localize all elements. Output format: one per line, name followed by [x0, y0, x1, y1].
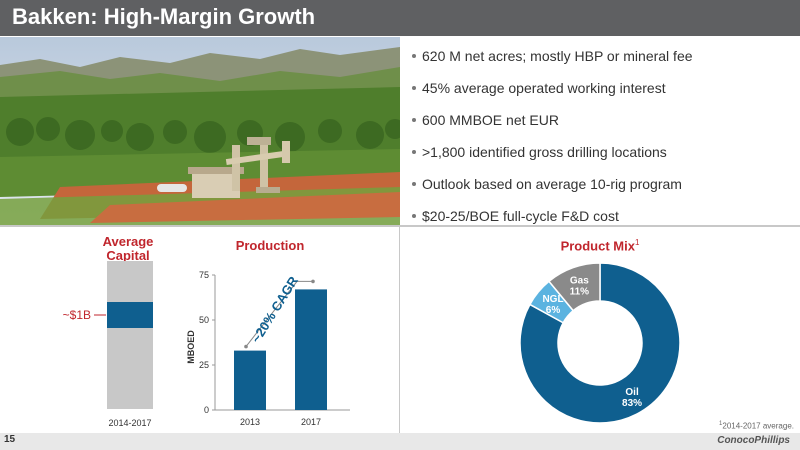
landscape-photo	[0, 37, 400, 225]
production-bar-2017	[295, 289, 327, 410]
capital-range-bar	[107, 261, 153, 409]
bullet-item: 620 M net acres; mostly HBP or mineral f…	[412, 40, 792, 72]
bullet-item: $20-25/BOE full-cycle F&D cost	[412, 200, 792, 232]
bullet-dot-icon	[412, 150, 416, 154]
capital-label: ~$1B	[63, 308, 91, 322]
footnote: 12014-2017 average.	[719, 421, 794, 431]
bullet-item: >1,800 identified gross drilling locatio…	[412, 136, 792, 168]
production-bar-2013	[234, 350, 266, 410]
bullet-dot-icon	[412, 86, 416, 90]
product-mix-slice-value: 11%	[570, 287, 590, 298]
product-mix-slice-value: 6%	[546, 305, 561, 316]
bullet-item: 600 MMBOE net EUR	[412, 104, 792, 136]
capital-title: Average Capital	[102, 234, 154, 263]
production-y-tick-label: 75	[199, 270, 209, 280]
capital-period-label: 2014-2017	[108, 418, 151, 428]
vertical-divider	[399, 227, 400, 437]
bullet-dot-icon	[412, 54, 416, 58]
capital-graphic: ~$1B 2014-2017	[63, 261, 153, 428]
product-mix-slice-label: Gas	[570, 276, 589, 287]
production-growth-end-dot	[311, 279, 315, 284]
bullet-item: 45% average operated working interest	[412, 72, 792, 104]
bullet-item: Outlook based on average 10-rig program	[412, 168, 792, 200]
bullet-dot-icon	[412, 182, 416, 186]
company-logo: ConocoPhillips	[717, 435, 790, 446]
production-chart: MBOED 0 25 50 75 2013 2017 ~20% CAGR	[186, 270, 350, 427]
slide-title: Bakken: High-Margin Growth	[12, 4, 316, 29]
key-points-list: 620 M net acres; mostly HBP or mineral f…	[412, 40, 792, 232]
production-title: Production	[235, 238, 305, 253]
production-y-tick-label: 0	[204, 405, 209, 415]
bullet-dot-icon	[412, 118, 416, 122]
production-growth-line	[245, 280, 313, 347]
production-category-label: 2013	[240, 417, 260, 427]
product-mix-slice-gas	[547, 262, 601, 312]
bullet-dot-icon	[412, 214, 416, 218]
production-y-axis-label: MBOED	[186, 330, 196, 364]
footer-bar: 15 ConocoPhillips	[0, 433, 800, 450]
production-cagr-annotation: ~20% CAGR	[248, 273, 301, 345]
capital-band	[107, 302, 153, 328]
page-number: 15	[4, 434, 16, 445]
product-mix-slice-label: Oil	[625, 387, 639, 398]
production-growth-start-dot	[244, 344, 248, 349]
title-bar: Bakken: High-Margin Growth	[0, 0, 800, 36]
production-category-label: 2017	[301, 417, 321, 427]
product-mix-slice-oil	[519, 262, 681, 424]
product-mix-slice-value: 83%	[622, 398, 642, 409]
product-mix-title: Product Mix1	[560, 238, 640, 254]
product-mix-slice-label: NGL	[542, 294, 563, 305]
production-y-tick-label: 50	[199, 315, 209, 325]
pumpjack-photo-illustration	[0, 37, 400, 225]
production-y-tick-label: 25	[199, 360, 209, 370]
horizontal-divider	[0, 225, 800, 227]
